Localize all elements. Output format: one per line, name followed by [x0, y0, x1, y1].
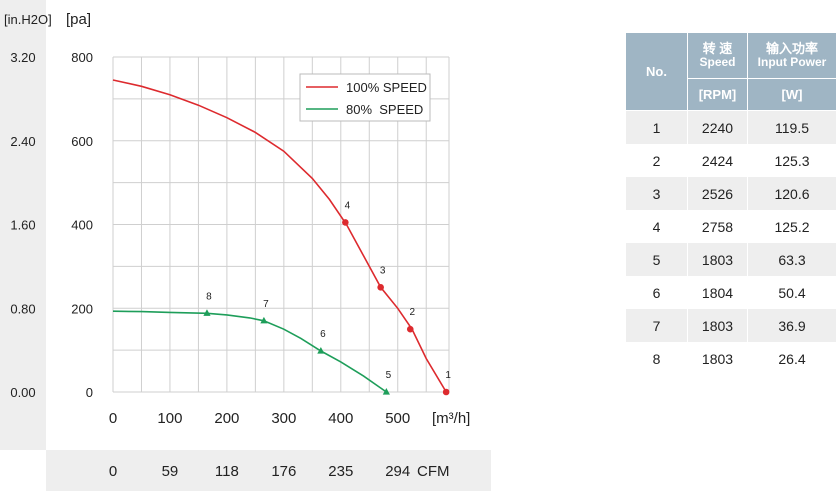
y-tick-label-secondary: 2.40 — [10, 134, 35, 149]
cell-speed: 1804 — [687, 276, 748, 309]
axes: [pa][in.H2O][m³/h]CFM00.002000.804001.60… — [4, 11, 470, 480]
cell-no: 4 — [625, 210, 688, 243]
data-point-label: 2 — [409, 307, 415, 318]
cell-speed: 2240 — [687, 110, 748, 144]
cell-speed: 2758 — [687, 210, 748, 243]
data-point-label: 1 — [445, 370, 451, 381]
series-line — [112, 79, 447, 393]
table-row: 6 1804 50.4 — [625, 276, 836, 309]
cell-power: 119.5 — [747, 110, 836, 144]
table-row: 8 1803 26.4 — [625, 342, 836, 375]
secondary-x-axis-band — [46, 450, 491, 491]
cell-no: 5 — [625, 243, 688, 276]
y-axis-secondary-label: [in.H2O] — [4, 12, 52, 27]
cell-no: 6 — [625, 276, 688, 309]
table-row: 1 2240 119.5 — [625, 110, 836, 144]
x-tick-label: 400 — [328, 410, 353, 427]
legend: 100% SPEED 80% SPEED — [299, 73, 431, 122]
cell-power: 125.3 — [747, 144, 836, 177]
data-point-marker — [382, 388, 390, 395]
secondary-y-axis-band — [0, 0, 46, 450]
series: 1 2 3 4 5 6 7 8 — [112, 79, 451, 396]
data-point-label: 6 — [320, 329, 326, 340]
x-tick-label-secondary: 59 — [162, 463, 179, 480]
speed-power-table: No. 转 速 Speed 输入功率 Input Power [RPM] [W]… — [625, 32, 836, 375]
table-row: 7 1803 36.9 — [625, 309, 836, 342]
x-tick-label-secondary: 294 — [385, 463, 410, 480]
y-tick-label-secondary: 3.20 — [10, 50, 35, 65]
data-point-marker — [203, 309, 211, 316]
y-tick-label: 200 — [71, 301, 93, 316]
data-point-label: 3 — [380, 265, 386, 276]
data-point-label: 5 — [386, 370, 392, 381]
header-power-unit: [W] — [747, 78, 836, 111]
table-row: 2 2424 125.3 — [625, 144, 836, 177]
x-tick-label-secondary: 235 — [328, 463, 353, 480]
data-point-label: 7 — [263, 299, 269, 310]
table-row: 3 2526 120.6 — [625, 177, 836, 210]
cell-no: 2 — [625, 144, 688, 177]
y-tick-label-secondary: 0.00 — [10, 385, 35, 400]
cell-power: 50.4 — [747, 276, 836, 309]
x-tick-label-secondary: 118 — [215, 463, 239, 480]
data-point-marker — [377, 284, 384, 291]
y-tick-label-secondary: 1.60 — [10, 218, 35, 233]
legend-entry: 100% SPEED — [346, 80, 427, 95]
cell-no: 3 — [625, 177, 688, 210]
y-tick-label: 0 — [86, 385, 93, 400]
fan-performance-chart: [pa] [in.H2O] [m³/h] CFM 0 0.00 200 0.80 400 1.60… — [0, 0, 491, 491]
data-point-label: 4 — [345, 200, 351, 211]
x-axis-secondary-label: CFM — [417, 463, 450, 480]
cell-speed: 2526 — [687, 177, 748, 210]
x-tick-label-secondary: 176 — [271, 463, 296, 480]
x-tick-label: 300 — [271, 410, 296, 427]
data-point-marker — [260, 316, 268, 324]
header-speed-unit: [RPM] — [687, 78, 748, 111]
header-no: No. — [625, 32, 688, 111]
cell-speed: 1803 — [687, 342, 748, 375]
y-tick-label-secondary: 0.80 — [10, 301, 35, 316]
grid — [112, 56, 450, 393]
table-row: 4 2758 125.2 — [625, 210, 836, 243]
x-tick-label: 0 — [109, 410, 117, 427]
cell-speed: 1803 — [687, 243, 748, 276]
x-tick-label: 500 — [385, 410, 410, 427]
header-power: 输入功率 Input Power — [747, 32, 836, 79]
cell-no: 1 — [625, 110, 688, 144]
cell-speed: 1803 — [687, 309, 748, 342]
cell-speed: 2424 — [687, 144, 748, 177]
data-point-marker — [442, 388, 450, 396]
y-tick-label: 600 — [71, 134, 93, 149]
legend-box — [299, 73, 431, 122]
cell-power: 36.9 — [747, 309, 836, 342]
chart-canvas: [pa][in.H2O][m³/h]CFM00.002000.804001.60… — [0, 0, 491, 491]
cell-power: 120.6 — [747, 177, 836, 210]
data-point-marker — [406, 325, 414, 333]
cell-no: 8 — [625, 342, 688, 375]
legend-entry: 80% SPEED — [346, 102, 423, 117]
x-tick-label-secondary: 0 — [109, 463, 117, 480]
x-tick-label: 100 — [157, 410, 182, 427]
table-row: 5 1803 63.3 — [625, 243, 836, 276]
cell-no: 7 — [625, 309, 688, 342]
data-point-label: 8 — [206, 291, 212, 302]
data-point-marker — [342, 219, 349, 226]
cell-power: 125.2 — [747, 210, 836, 243]
cell-power: 26.4 — [747, 342, 836, 375]
x-tick-label: 200 — [214, 410, 239, 427]
data-point-marker — [317, 346, 325, 354]
header-speed: 转 速 Speed — [687, 32, 748, 79]
x-axis-label: [m³/h] — [432, 410, 470, 427]
y-tick-label: 800 — [71, 50, 93, 65]
y-tick-label: 400 — [71, 218, 93, 233]
series-line — [112, 310, 387, 393]
y-axis-label: [pa] — [66, 11, 91, 28]
cell-power: 63.3 — [747, 243, 836, 276]
